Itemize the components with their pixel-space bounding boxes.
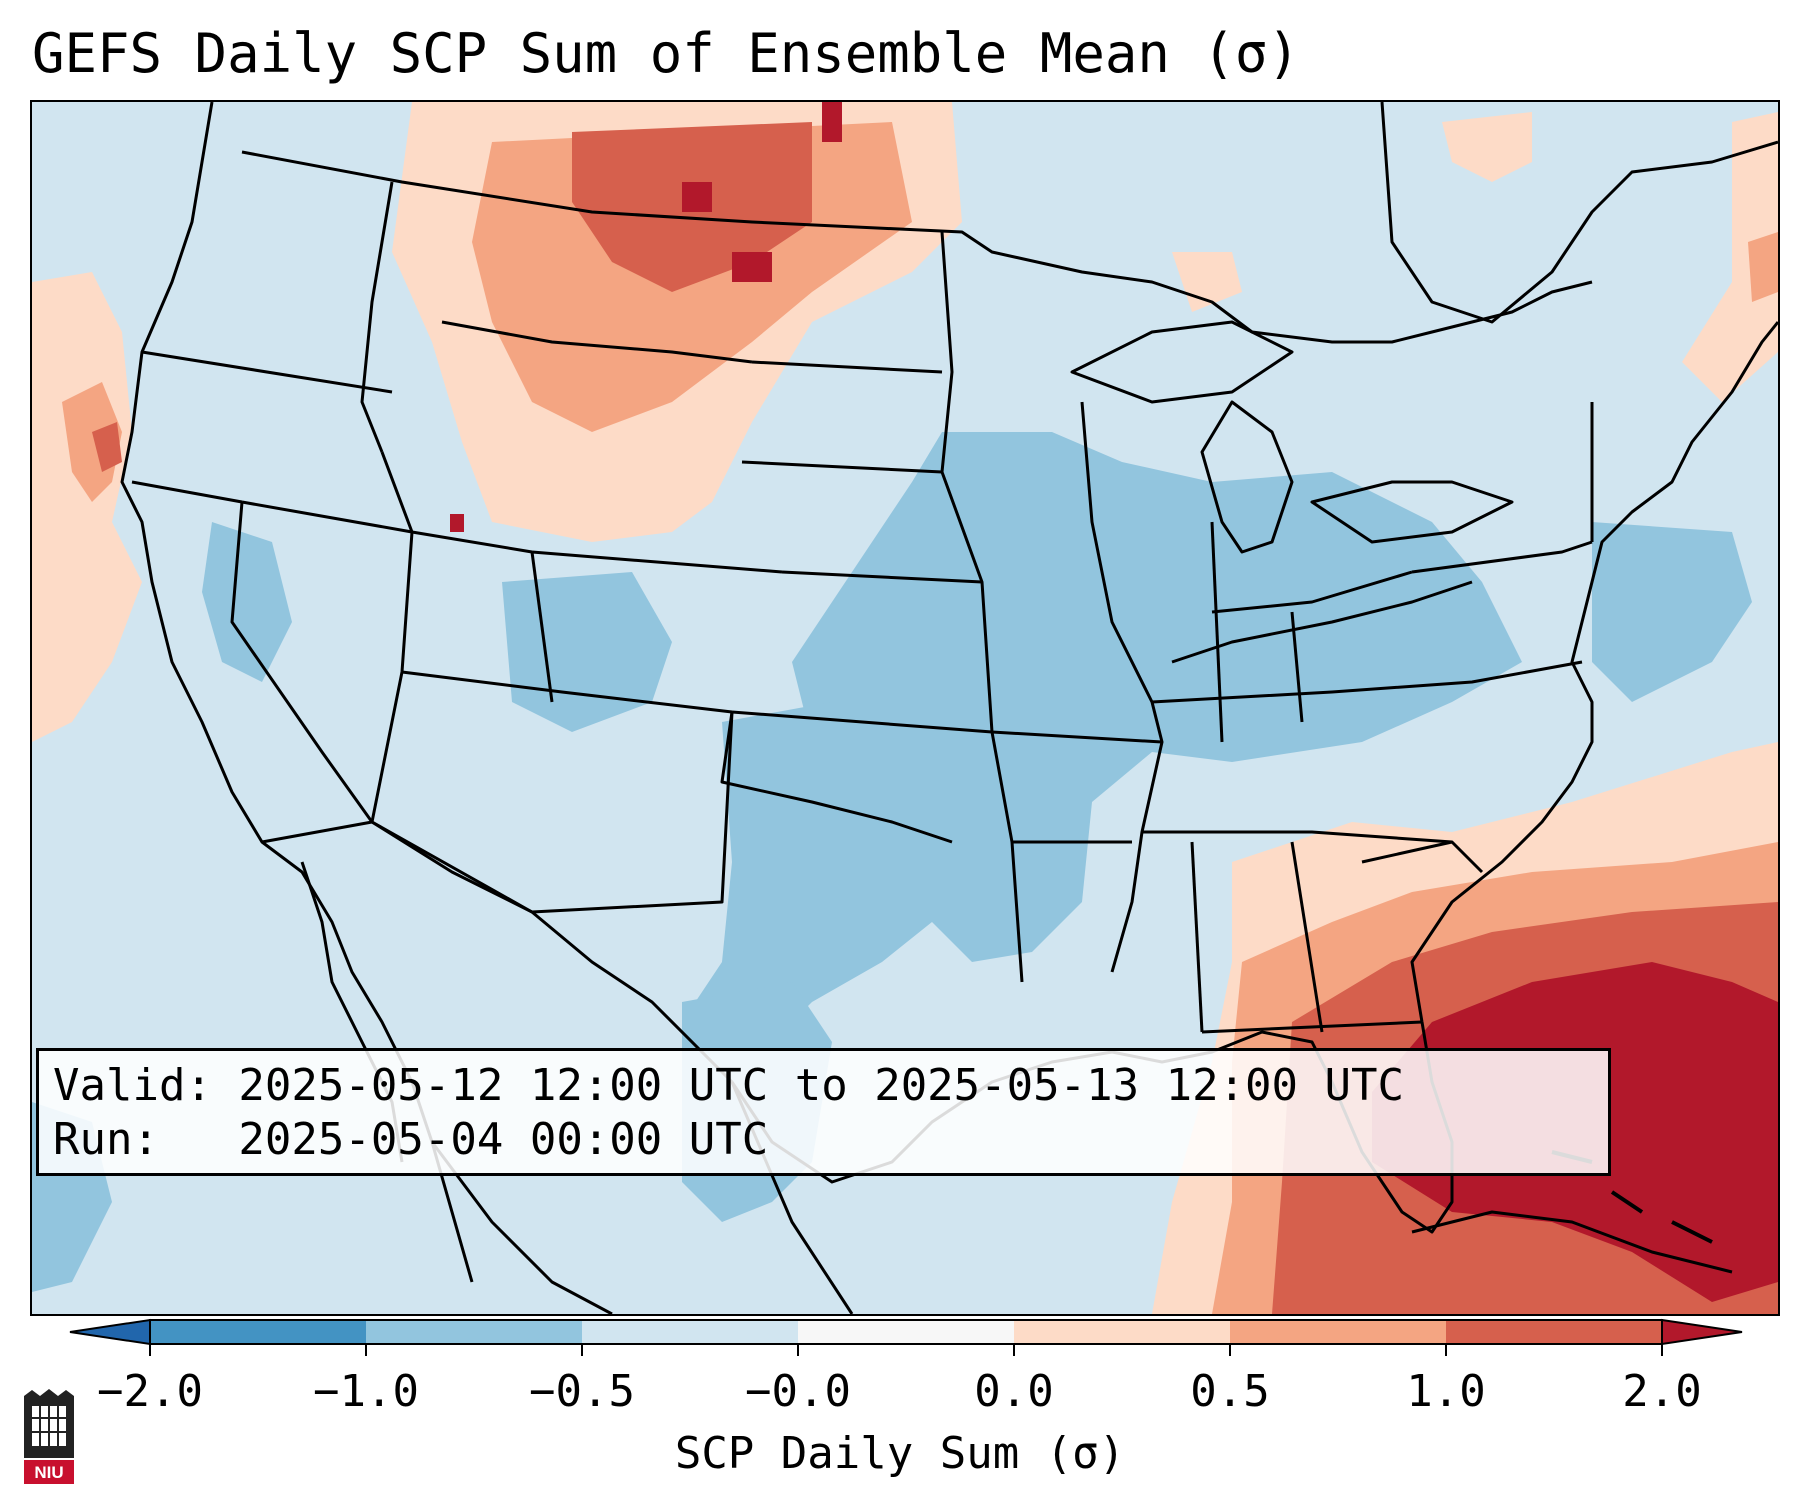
state-line-al-ga <box>1290 841 1324 1033</box>
state-line-sd-ne <box>741 460 943 474</box>
state-line-oh-in <box>1290 611 1304 723</box>
state-line-nc-sc <box>1361 840 1484 874</box>
state-line-nm-east <box>531 711 734 914</box>
colorbar-tick-marks <box>149 1344 1663 1356</box>
colorbar-tick-label: 2.0 <box>1622 1366 1702 1417</box>
state-line-mo-ar <box>991 730 1163 744</box>
state-line-in-oh <box>1211 570 1413 614</box>
state-line-wa-or <box>141 350 393 394</box>
mexico-us-border <box>261 820 734 1084</box>
montana-extreme-cell-1 <box>682 182 712 212</box>
colorbar-tick-label: −0.5 <box>529 1366 635 1417</box>
atlantic-canada-positive-region <box>1682 112 1778 402</box>
great-lakes-superior <box>1070 320 1294 404</box>
map-title: GEFS Daily SCP Sum of Ensemble Mean (σ) <box>32 22 1300 85</box>
colorbar <box>69 1318 1743 1356</box>
montana-extreme-cell-3 <box>822 102 842 142</box>
state-line-ca-nv-diagonal <box>230 501 374 823</box>
colorbar-bin-1-2 <box>1446 1320 1662 1344</box>
valid-run-info-box: Valid: 2025-05-12 12:00 UTC to 2025-05-1… <box>36 1048 1611 1176</box>
colorbar-outline <box>149 1319 1663 1345</box>
state-line-ne-ks <box>781 570 983 584</box>
state-line-fl-north <box>1201 1020 1423 1034</box>
colorbar-tick-label: 0.5 <box>1190 1366 1270 1417</box>
atlantic-canada-moderate-region <box>1748 232 1778 302</box>
state-line-ohio-river <box>1171 580 1473 664</box>
state-line-il-in <box>1210 521 1224 743</box>
state-line-id-west <box>360 181 394 453</box>
colorbar-bin-05-1 <box>1230 1320 1446 1344</box>
atlantic-coastline <box>1410 321 1778 1023</box>
colorbar-bin-neg1-neg05 <box>366 1320 582 1344</box>
four-corners-negative-region <box>502 572 672 732</box>
state-line-ok-tx <box>720 711 953 844</box>
nevada-negative-region <box>202 522 292 682</box>
utah-extreme-cell <box>450 514 464 532</box>
valid-time-line: Valid: 2025-05-12 12:00 UTC to 2025-05-1… <box>53 1060 1405 1111</box>
state-line-four-corners <box>401 670 733 714</box>
montana-extreme-cell-2 <box>732 252 772 282</box>
colorbar-tick-label: 1.0 <box>1406 1366 1486 1417</box>
west-coast-positive-region <box>32 272 142 742</box>
state-line-tn-ky <box>1151 660 1583 704</box>
state-line-ut-az <box>380 451 414 673</box>
colorbar-bin-neg2-neg1 <box>150 1320 366 1344</box>
colorbar-tick-label: −0.0 <box>745 1366 851 1417</box>
colorbar-min-extend <box>69 1318 151 1346</box>
state-line-tn-south <box>1142 830 1453 844</box>
atlantic-negative-region <box>1592 522 1752 702</box>
state-line-mt-south <box>441 320 753 364</box>
state-line-or-ca <box>131 480 243 504</box>
state-line-az-nm <box>370 671 533 914</box>
great-lakes-erie-ontario <box>1310 480 1514 544</box>
state-line-ks-ok <box>731 710 993 734</box>
great-lakes-michigan <box>1200 400 1294 554</box>
colorbar-tick-label: 0.0 <box>974 1366 1054 1417</box>
niu-logo-icon: NIU <box>24 1389 74 1484</box>
colorbar-tick-label: −2.0 <box>97 1366 203 1417</box>
us-canada-border <box>241 150 1593 344</box>
state-line-mississippi-river <box>1080 401 1164 973</box>
colorbar-tick-label: −1.0 <box>313 1366 419 1417</box>
upper-michigan-positive-region <box>1172 252 1242 312</box>
colorbar-axis-label: SCP Daily Sum (σ) <box>674 1428 1126 1479</box>
state-line-nd-sd <box>751 360 943 374</box>
state-line-wy-co <box>531 550 783 574</box>
west-coast-moderate-region <box>62 382 122 502</box>
colorbar-bin-neg0-0 <box>798 1320 1014 1344</box>
state-line-pa-ny <box>1411 540 1593 574</box>
state-line-co-east <box>530 551 554 703</box>
run-time-line: Run: 2025-05-04 00:00 UTC <box>53 1114 769 1165</box>
niu-logo-text: NIU <box>34 1463 63 1482</box>
state-line-al-ms <box>1190 841 1204 1033</box>
colorbar-max-extend <box>1661 1318 1743 1346</box>
colorbar-bin-0-05 <box>1014 1320 1230 1344</box>
cuba-outline <box>1411 1210 1733 1274</box>
northeast-positive-region <box>1442 112 1532 182</box>
northern-california-high-region <box>92 422 122 472</box>
colorbar-bin-neg05-neg0 <box>582 1320 798 1344</box>
canada-hudson-coast <box>1380 102 1778 324</box>
